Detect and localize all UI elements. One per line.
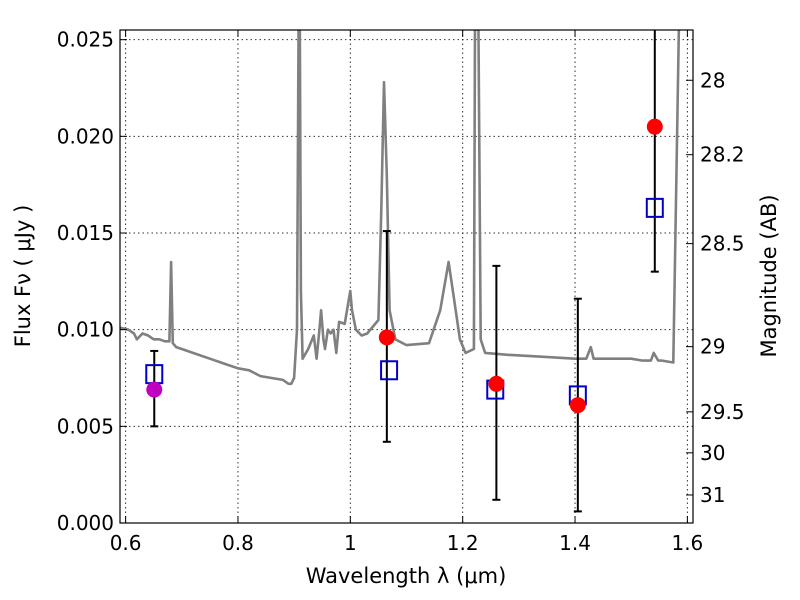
x-tick-label: 1.2 bbox=[447, 531, 479, 555]
spectrum-line bbox=[120, 30, 681, 386]
x-tick-label: 1.6 bbox=[671, 531, 703, 555]
right-tick-label: 28 bbox=[700, 68, 725, 92]
plot-area bbox=[120, 30, 681, 513]
y-tick-label: 0.015 bbox=[57, 221, 114, 245]
right-tick-label: 29.5 bbox=[700, 400, 745, 424]
y-tick-label: 0.005 bbox=[57, 414, 114, 438]
observed-point bbox=[378, 329, 395, 346]
x-tick-label: 0.6 bbox=[110, 531, 142, 555]
observed-point bbox=[569, 397, 586, 414]
x-axis-label: Wavelength λ (μm) bbox=[306, 564, 507, 588]
x-tick-label: 1.4 bbox=[559, 531, 591, 555]
axes: 0.6 0.8 1 1.2 1.4 1.6 0.000 0.005 0.010 0.015 0.02… bbox=[57, 28, 745, 555]
right-tick-label: 28.2 bbox=[700, 143, 745, 167]
observed-point bbox=[146, 381, 163, 398]
y-axis-label: Flux Fν ( μJy ) bbox=[11, 205, 35, 348]
plot-frame bbox=[119, 29, 694, 524]
x-tick-label: 1 bbox=[344, 531, 357, 555]
right-tick-label: 30 bbox=[700, 441, 725, 465]
observed-point bbox=[646, 118, 663, 135]
x-tick-label: 0.8 bbox=[222, 531, 254, 555]
right-tick-label: 28.5 bbox=[700, 232, 745, 256]
right-axis-label: Magnitude (AB) bbox=[757, 194, 781, 357]
model-square bbox=[380, 360, 399, 381]
y-tick-label: 0.010 bbox=[57, 318, 114, 342]
model-square bbox=[645, 197, 664, 218]
y-tick-label: 0.025 bbox=[57, 28, 114, 52]
plot-background bbox=[120, 30, 693, 523]
observed-point bbox=[488, 375, 505, 392]
right-tick-label: 31 bbox=[700, 483, 725, 507]
y-tick-label: 0.020 bbox=[57, 124, 114, 148]
right-tick-label: 29 bbox=[700, 335, 725, 359]
y-tick-label: 0.000 bbox=[57, 511, 114, 535]
